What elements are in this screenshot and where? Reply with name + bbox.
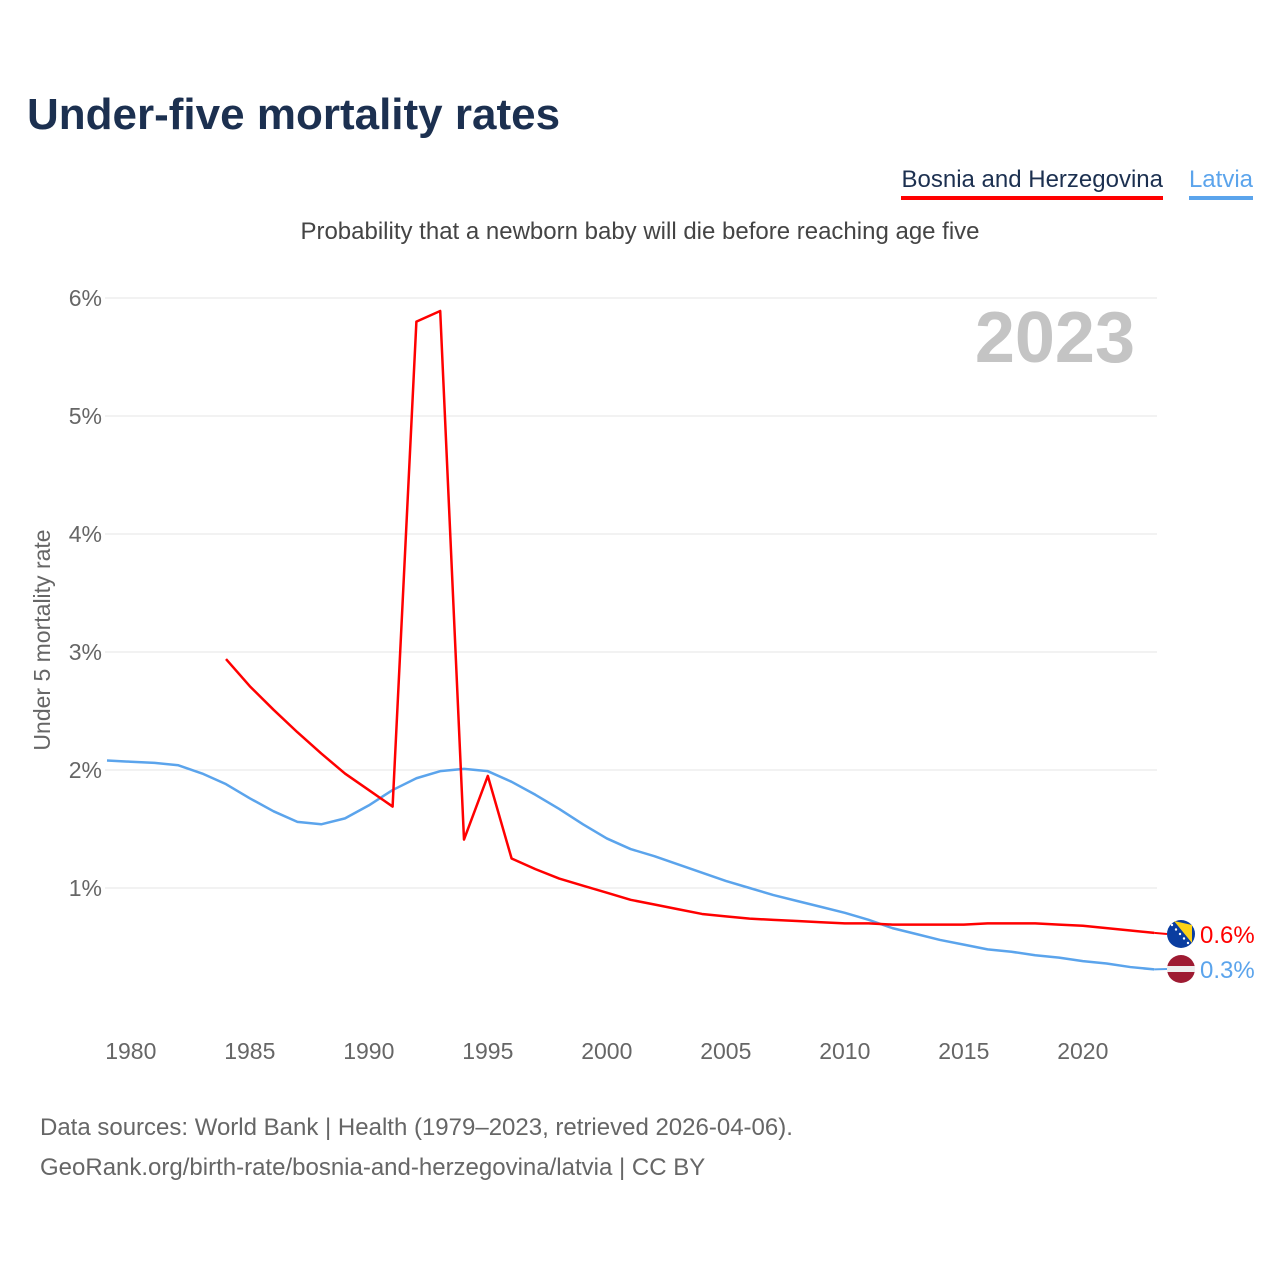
x-tick-label: 2005 <box>700 1038 751 1064</box>
series-line-latvia <box>106 759 1155 971</box>
x-tick-label: 2010 <box>819 1038 870 1064</box>
bosnia-flag-star <box>1178 932 1182 936</box>
y-tick-label: 3% <box>69 639 102 665</box>
bosnia-flag-star <box>1174 928 1178 931</box>
bosnia-flag-star <box>1170 923 1174 927</box>
bosnia-flag-star <box>1182 937 1186 940</box>
bosnia-flag-star <box>1186 941 1190 945</box>
source-line-2[interactable]: GeoRank.org/birth-rate/bosnia-and-herzeg… <box>40 1154 706 1181</box>
source-line-1: Data sources: World Bank | Health (1979–… <box>40 1114 793 1141</box>
y-axis-label: Under 5 mortality rate <box>29 529 55 750</box>
end-value-label: 0.6% <box>1200 922 1255 949</box>
chart-title: Under-five mortality rates <box>27 90 561 139</box>
y-tick-label: 6% <box>69 285 102 311</box>
latvia-flag-stripe <box>1167 966 1195 972</box>
x-tick-label: 1980 <box>105 1038 156 1064</box>
x-tick-label: 1990 <box>343 1038 394 1064</box>
y-tick-label: 5% <box>69 403 102 429</box>
x-tick-label: 2015 <box>938 1038 989 1064</box>
y-tick-label: 4% <box>69 521 102 547</box>
year-label: 2023 <box>975 298 1135 378</box>
legend-bosnia[interactable]: Bosnia and Herzegovina <box>901 166 1163 200</box>
x-tick-label: 2020 <box>1057 1038 1108 1064</box>
y-tick-label: 2% <box>69 757 102 783</box>
leader-line <box>1154 931 1168 935</box>
legend-latvia[interactable]: Latvia <box>1188 166 1253 200</box>
source-note: Data sources: World Bank | Health (1979–… <box>40 1108 793 1188</box>
series-line-bosnia-and-herzegovina <box>225 309 1155 935</box>
end-value-label: 0.3% <box>1200 957 1255 984</box>
x-tick-label: 1995 <box>462 1038 513 1064</box>
chart-subtitle: Probability that a newborn baby will die… <box>300 218 980 245</box>
x-tick-label: 2000 <box>581 1038 632 1064</box>
y-tick-label: 1% <box>69 875 102 901</box>
x-tick-label: 1985 <box>224 1038 275 1064</box>
bosnia-flag-triangle <box>1174 921 1192 943</box>
